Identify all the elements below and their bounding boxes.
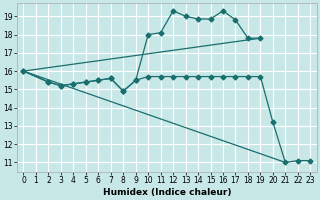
X-axis label: Humidex (Indice chaleur): Humidex (Indice chaleur) [103, 188, 231, 197]
